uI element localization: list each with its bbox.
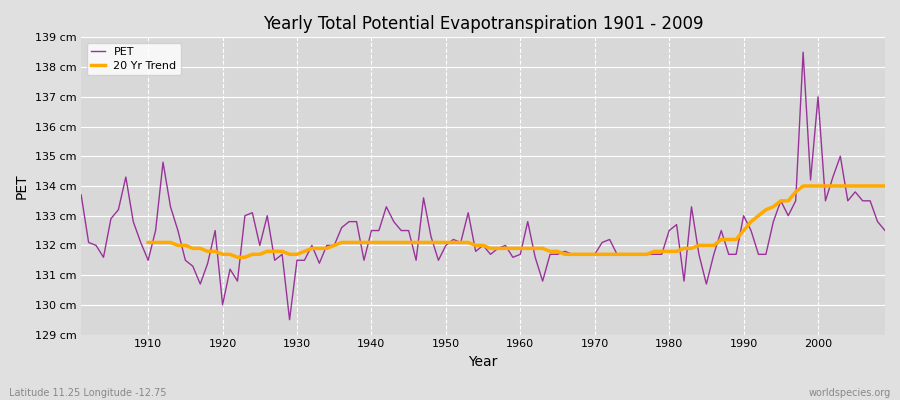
20 Yr Trend xyxy=(858,184,868,188)
PET xyxy=(284,317,295,322)
Title: Yearly Total Potential Evapotranspiration 1901 - 2009: Yearly Total Potential Evapotranspiratio… xyxy=(263,15,703,33)
PET xyxy=(612,252,623,257)
Text: worldspecies.org: worldspecies.org xyxy=(809,388,891,398)
PET xyxy=(797,50,808,54)
PET xyxy=(515,252,526,257)
20 Yr Trend xyxy=(143,240,154,245)
Y-axis label: PET: PET xyxy=(15,173,29,199)
PET xyxy=(522,219,533,224)
PET xyxy=(351,219,362,224)
PET xyxy=(879,228,890,233)
20 Yr Trend xyxy=(879,184,890,188)
20 Yr Trend xyxy=(797,184,808,188)
X-axis label: Year: Year xyxy=(468,355,498,369)
PET xyxy=(135,240,146,245)
20 Yr Trend xyxy=(835,184,846,188)
20 Yr Trend xyxy=(321,246,332,251)
PET xyxy=(76,192,86,197)
20 Yr Trend xyxy=(530,246,541,251)
20 Yr Trend xyxy=(292,252,302,257)
Text: Latitude 11.25 Longitude -12.75: Latitude 11.25 Longitude -12.75 xyxy=(9,388,166,398)
Line: PET: PET xyxy=(81,52,885,320)
Line: 20 Yr Trend: 20 Yr Trend xyxy=(148,186,885,257)
20 Yr Trend xyxy=(590,252,600,257)
20 Yr Trend xyxy=(232,255,243,260)
Legend: PET, 20 Yr Trend: PET, 20 Yr Trend xyxy=(86,43,181,75)
PET xyxy=(307,243,318,248)
